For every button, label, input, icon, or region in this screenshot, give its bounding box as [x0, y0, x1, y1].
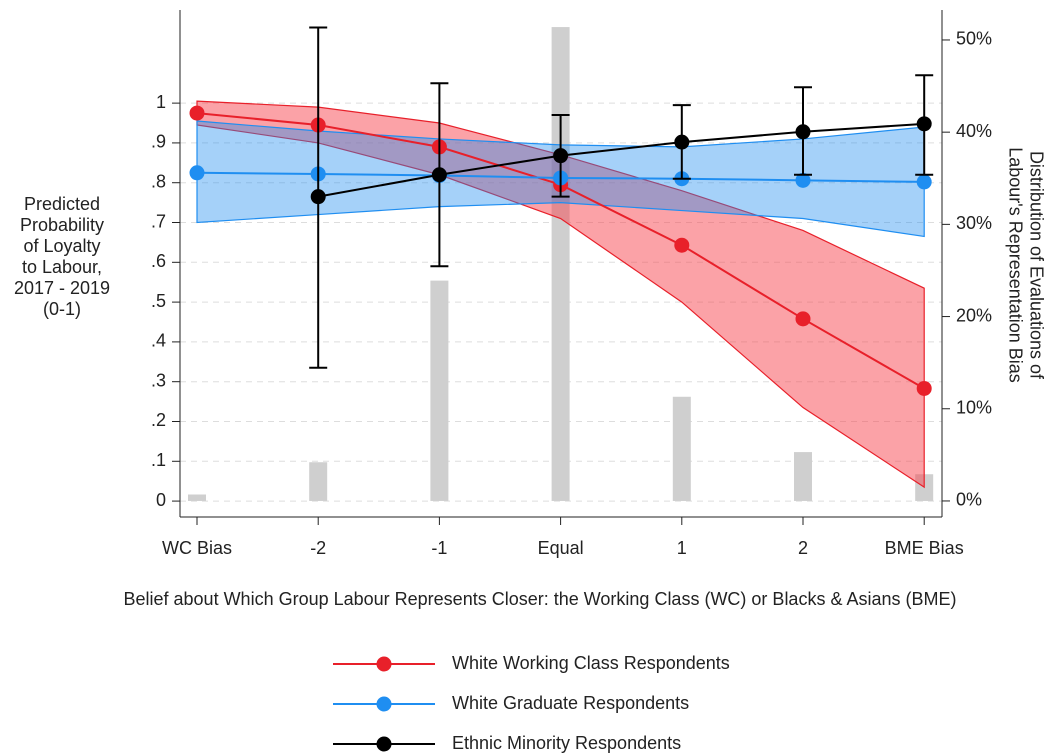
bar	[794, 452, 812, 501]
x-tick-label: 1	[677, 538, 687, 558]
point	[795, 311, 811, 327]
y-tick-label: .4	[151, 331, 166, 351]
y-tick-label: .1	[151, 450, 166, 470]
bar	[430, 280, 449, 501]
bar	[672, 396, 691, 501]
legend-label: White Graduate Respondents	[452, 693, 689, 713]
legend-marker	[376, 656, 392, 672]
series-line	[318, 122, 925, 198]
legend-label: Ethnic Minority Respondents	[452, 733, 681, 753]
point	[916, 380, 932, 396]
point	[916, 174, 932, 190]
y-tick-label: .2	[151, 410, 166, 430]
y-tick-label: .3	[151, 370, 166, 390]
point	[189, 165, 205, 181]
legend-marker	[376, 736, 392, 752]
y-tick-label: .5	[151, 291, 166, 311]
y2-tick-label: 20%	[956, 305, 992, 325]
point	[674, 237, 690, 253]
bar	[309, 462, 328, 501]
point	[310, 189, 326, 205]
y-tick-label: .8	[151, 171, 166, 191]
y-axis-title: 2017 - 2019	[14, 278, 110, 298]
y-tick-label: .6	[151, 251, 166, 271]
x-tick-label: BME Bias	[885, 538, 964, 558]
y2-tick-label: 40%	[956, 121, 992, 141]
y-axis-title: of Loyalty	[23, 236, 100, 256]
point	[795, 124, 811, 140]
point	[916, 116, 932, 132]
x-tick-label: 2	[798, 538, 808, 558]
y-axis-title: to Labour,	[22, 257, 102, 277]
x-tick-label: -1	[431, 538, 447, 558]
bar	[551, 27, 570, 501]
legend-marker	[376, 696, 392, 712]
y-tick-label: 0	[156, 490, 166, 510]
y2-tick-label: 10%	[956, 398, 992, 418]
y-tick-label: .7	[151, 211, 166, 231]
point	[674, 134, 690, 150]
y-axis-title: Probability	[20, 215, 104, 235]
x-tick-label: WC Bias	[162, 538, 232, 558]
legend-label: White Working Class Respondents	[452, 653, 730, 673]
x-tick-label: Equal	[538, 538, 584, 558]
point	[553, 148, 569, 164]
bar	[188, 494, 206, 501]
y2-tick-label: 30%	[956, 213, 992, 233]
y2-axis-title: Distribution of Evaluations of	[1026, 151, 1046, 380]
point	[795, 172, 811, 188]
point	[189, 105, 205, 121]
y-axis-title: Predicted	[24, 194, 100, 214]
y-tick-label: .9	[151, 132, 166, 152]
point	[431, 167, 447, 183]
y2-axis-title: Labour's Representation Bias	[1005, 147, 1025, 383]
y-tick-label: 1	[156, 92, 166, 112]
y2-tick-label: 0%	[956, 490, 982, 510]
x-axis-title: Belief about Which Group Labour Represen…	[124, 589, 957, 609]
x-tick-label: -2	[310, 538, 326, 558]
y-axis-title: (0-1)	[43, 299, 81, 319]
y2-tick-label: 50%	[956, 29, 992, 49]
